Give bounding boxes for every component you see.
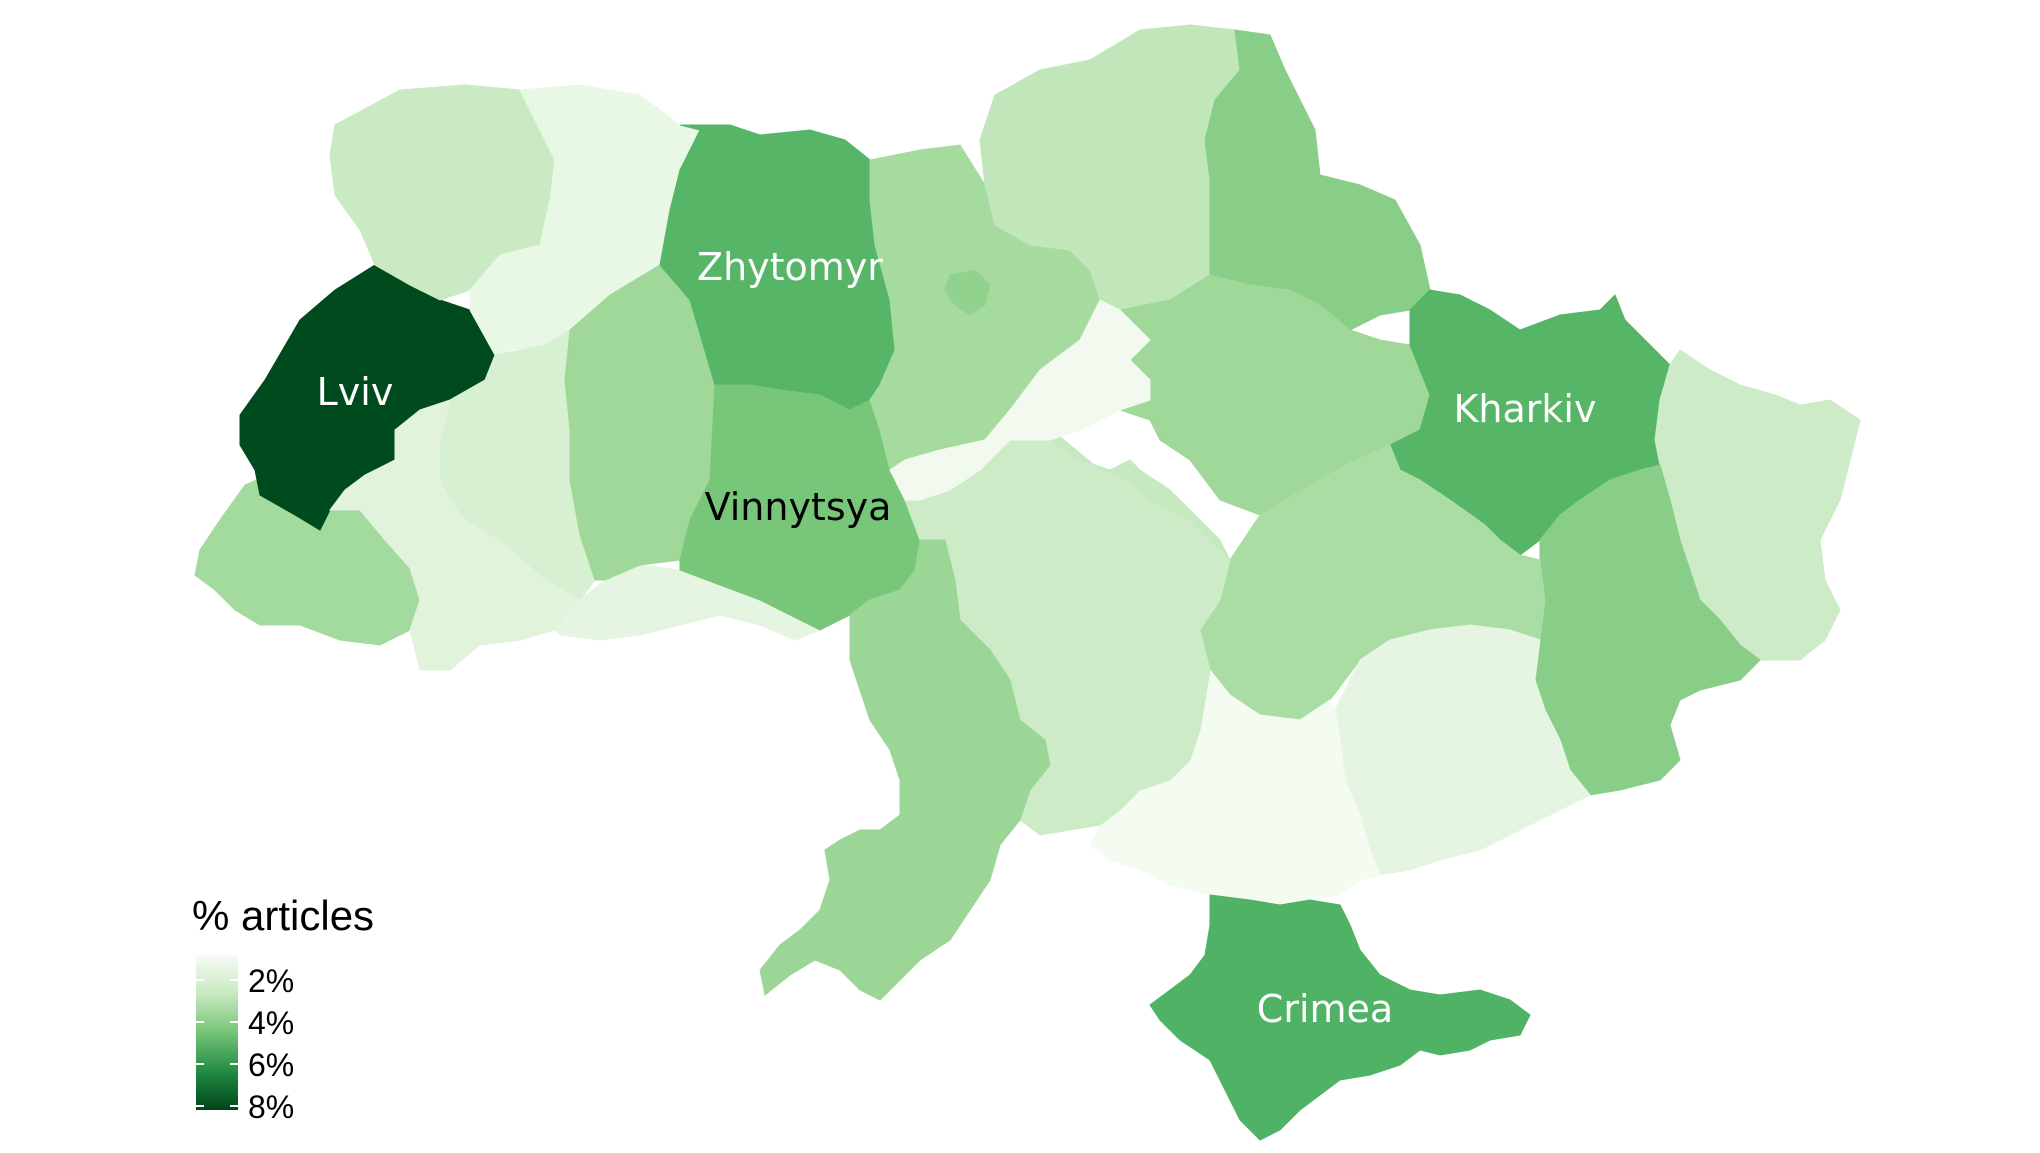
region-ivano-frankivsk[interactable] (329, 399, 581, 671)
label-zhytomyr: Zhytomyr (697, 245, 883, 289)
region-labels-layer: Lviv Zhytomyr Vinnytsya Kharkiv Crimea (317, 245, 1597, 1031)
region-cherkasy[interactable] (889, 299, 1151, 501)
region-crimea[interactable] (1149, 894, 1531, 1141)
legend-tick-4pct: 4% (248, 1005, 294, 1041)
region-kyiv-city[interactable] (944, 269, 991, 316)
region-chernivtsi[interactable] (554, 564, 822, 641)
label-lviv: Lviv (317, 370, 394, 414)
region-odesa[interactable] (759, 539, 1051, 1001)
label-kharkiv: Kharkiv (1454, 387, 1597, 431)
legend-title: % articles (192, 892, 374, 939)
label-crimea: Crimea (1257, 987, 1393, 1031)
legend-colorbar (196, 955, 238, 1110)
legend-tick-6pct: 6% (248, 1047, 294, 1083)
label-vinnytsya: Vinnytsya (705, 485, 892, 529)
legend-tick-2pct: 2% (248, 963, 294, 999)
legend-tick-8pct: 8% (248, 1089, 294, 1125)
legend: % articles 2% 4% 6% 8% (192, 892, 374, 1125)
region-sumy[interactable] (1204, 29, 1431, 331)
regions-layer (194, 24, 1861, 1141)
